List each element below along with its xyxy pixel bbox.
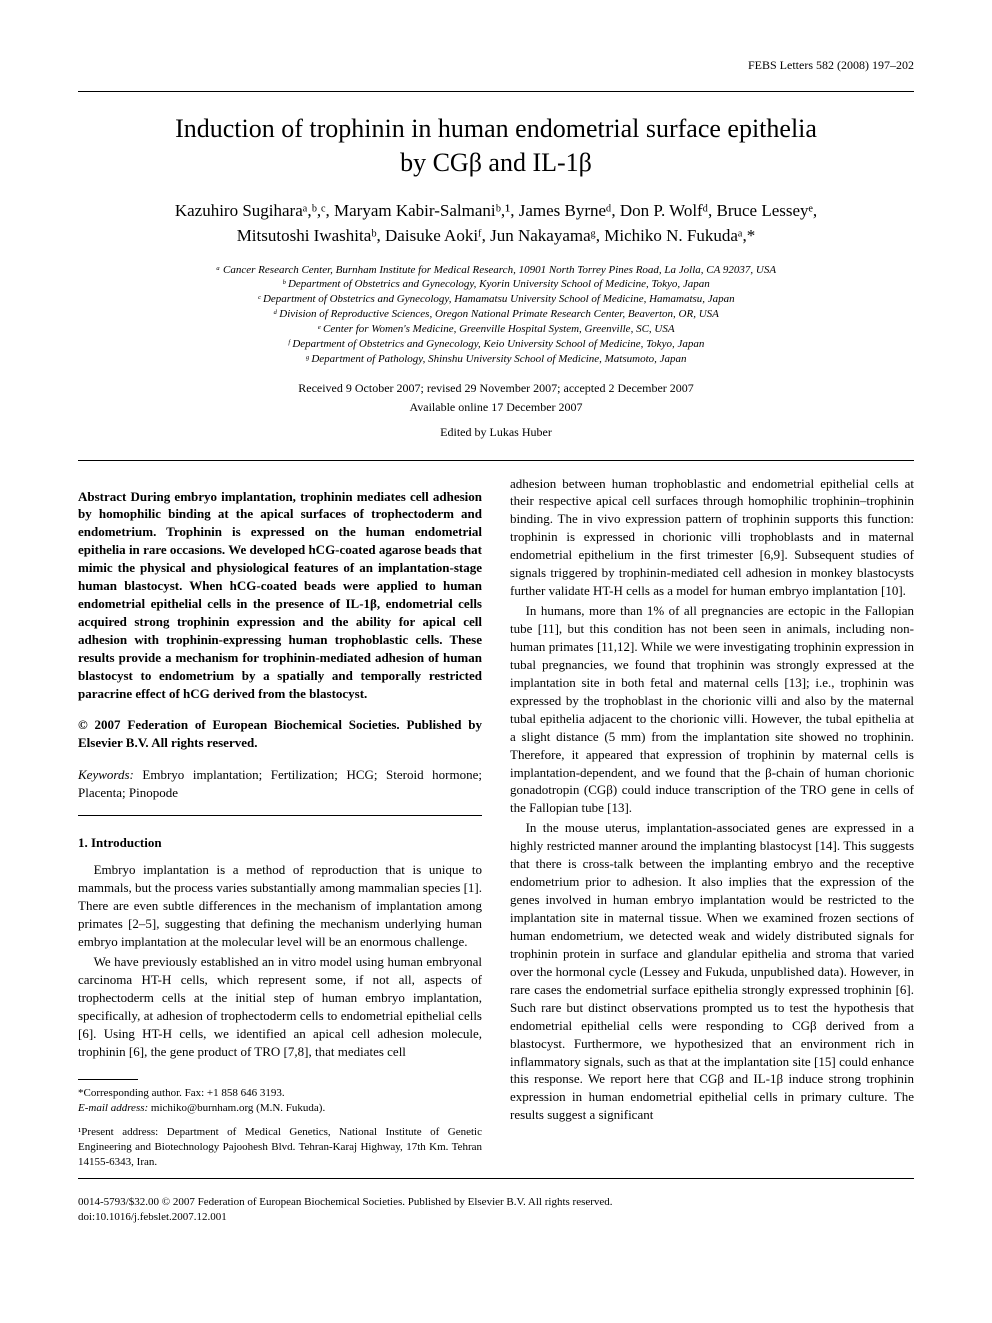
editor-line: Edited by Lukas Huber xyxy=(78,425,914,440)
available-date: Available online 17 December 2007 xyxy=(78,400,914,415)
author-list: Kazuhiro Sugiharaᵃ,ᵇ,ᶜ, Maryam Kabir-Sal… xyxy=(78,198,914,249)
email-address: michiko@burnham.org (M.N. Fukuda). xyxy=(148,1102,325,1114)
title-line-2: by CGβ and IL-1β xyxy=(400,148,592,177)
email-label: E-mail address: xyxy=(78,1102,148,1114)
keywords-label: Keywords: xyxy=(78,767,134,782)
affiliation-g: ᵍ Department of Pathology, Shinshu Unive… xyxy=(78,352,914,367)
page-container: FEBS Letters 582 (2008) 197–202 Inductio… xyxy=(0,0,992,1266)
affiliation-c: ᶜ Department of Obstetrics and Gynecolog… xyxy=(78,292,914,307)
body-para-2: In humans, more than 1% of all pregnanci… xyxy=(510,602,914,817)
abstract-copyright: © 2007 Federation of European Biochemica… xyxy=(78,716,482,752)
affiliation-f: ᶠ Department of Obstetrics and Gynecolog… xyxy=(78,337,914,352)
footer-copyright: 0014-5793/$32.00 © 2007 Federation of Eu… xyxy=(78,1195,914,1210)
authors-row-2: Mitsutoshi Iwashitaᵇ, Daisuke Aokiᶠ, Jun… xyxy=(237,226,756,245)
affiliation-a: ᵃ Cancer Research Center, Burnham Instit… xyxy=(78,263,914,278)
affiliation-e: ᵉ Center for Women's Medicine, Greenvill… xyxy=(78,322,914,337)
section-heading-intro: 1. Introduction xyxy=(78,834,482,852)
email-line: E-mail address: michiko@burnham.org (M.N… xyxy=(78,1101,482,1116)
received-date: Received 9 October 2007; revised 29 Nove… xyxy=(78,381,914,396)
intro-para-1: Embryo implantation is a method of repro… xyxy=(78,861,482,951)
title-line-1: Induction of trophinin in human endometr… xyxy=(175,114,817,143)
abstract-text: During embryo implantation, trophinin me… xyxy=(78,489,482,701)
affiliation-b: ᵇ Department of Obstetrics and Gynecolog… xyxy=(78,277,914,292)
divider-keywords xyxy=(78,815,482,816)
keywords-text: Embryo implantation; Fertilization; HCG;… xyxy=(78,767,482,800)
footer-doi: doi:10.1016/j.febslet.2007.12.001 xyxy=(78,1210,914,1225)
column-right: adhesion between human trophoblastic and… xyxy=(510,475,914,1170)
divider-bottom xyxy=(78,1178,914,1179)
body-para-3: In the mouse uterus, implantation-associ… xyxy=(510,819,914,1124)
present-address: ¹Present address: Department of Medical … xyxy=(78,1125,482,1170)
divider-top xyxy=(78,91,914,92)
body-para-1: adhesion between human trophoblastic and… xyxy=(510,475,914,601)
footer-block: 0014-5793/$32.00 © 2007 Federation of Eu… xyxy=(78,1195,914,1226)
affiliations-block: ᵃ Cancer Research Center, Burnham Instit… xyxy=(78,263,914,367)
two-column-body: Abstract During embryo implantation, tro… xyxy=(78,475,914,1170)
column-left: Abstract During embryo implantation, tro… xyxy=(78,475,482,1170)
abstract-paragraph: Abstract During embryo implantation, tro… xyxy=(78,488,482,703)
abstract-label: Abstract xyxy=(78,489,126,504)
journal-header: FEBS Letters 582 (2008) 197–202 xyxy=(78,58,914,73)
keywords-block: Keywords: Embryo implantation; Fertiliza… xyxy=(78,766,482,802)
affiliation-d: ᵈ Division of Reproductive Sciences, Ore… xyxy=(78,307,914,322)
footnotes-block: *Corresponding author. Fax: +1 858 646 3… xyxy=(78,1079,482,1170)
authors-row-1: Kazuhiro Sugiharaᵃ,ᵇ,ᶜ, Maryam Kabir-Sal… xyxy=(175,201,817,220)
intro-para-2: We have previously established an in vit… xyxy=(78,953,482,1061)
divider-mid xyxy=(78,460,914,461)
corresponding-author: *Corresponding author. Fax: +1 858 646 3… xyxy=(78,1086,482,1101)
article-title: Induction of trophinin in human endometr… xyxy=(78,112,914,180)
footnote-rule xyxy=(78,1079,138,1080)
